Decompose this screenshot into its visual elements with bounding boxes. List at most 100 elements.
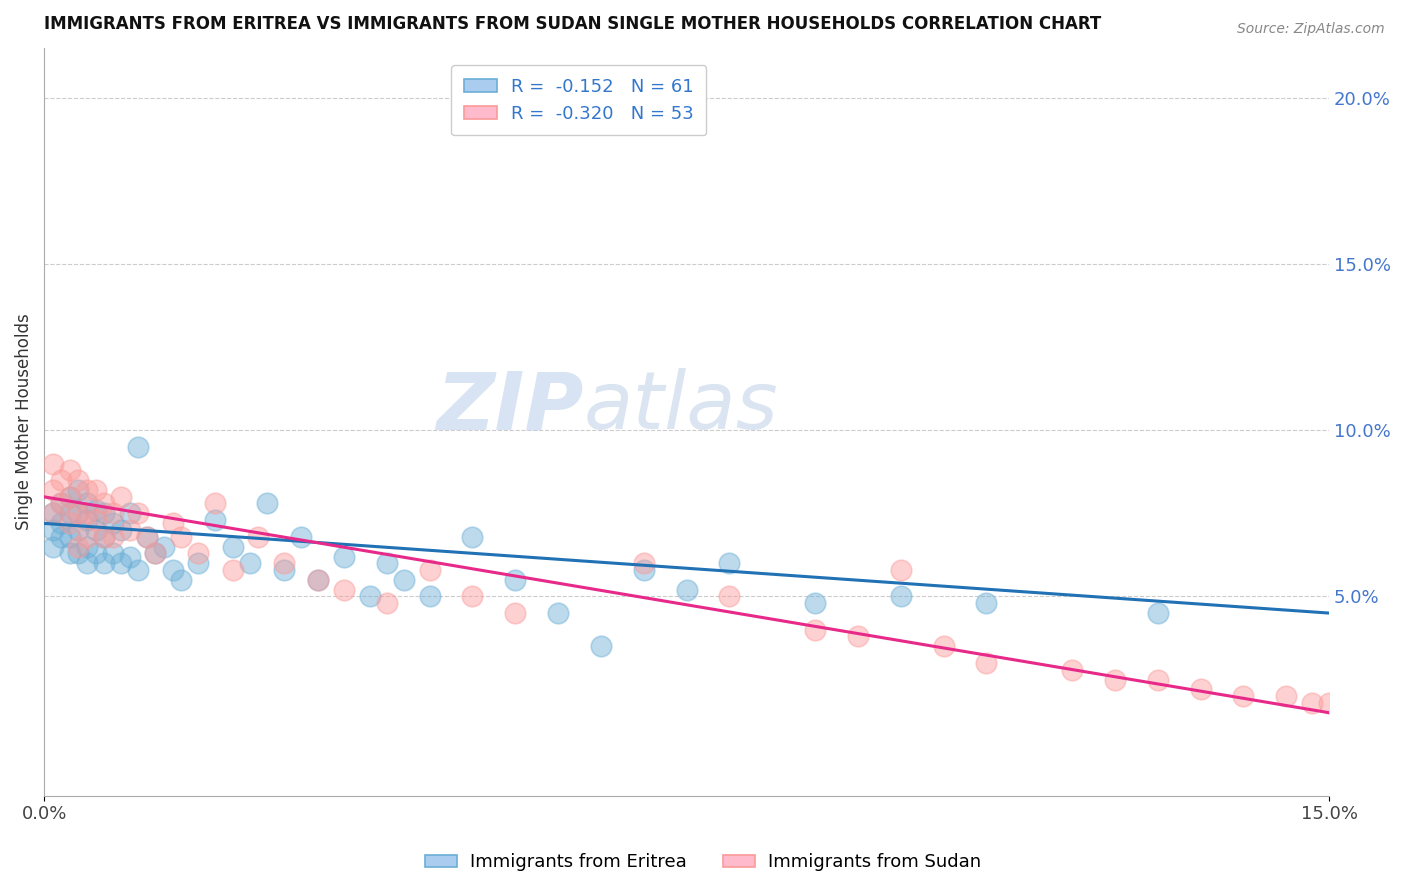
Text: atlas: atlas [583, 368, 779, 446]
Text: IMMIGRANTS FROM ERITREA VS IMMIGRANTS FROM SUDAN SINGLE MOTHER HOUSEHOLDS CORREL: IMMIGRANTS FROM ERITREA VS IMMIGRANTS FR… [44, 15, 1101, 33]
Point [1189, 682, 1212, 697]
Point [333, 549, 356, 564]
Point [84, 513, 107, 527]
Legend: R =  -0.152   N = 61, R =  -0.320   N = 53: R = -0.152 N = 61, R = -0.320 N = 53 [451, 65, 706, 136]
Point [145, 546, 167, 560]
Point [675, 582, 697, 597]
Point [1301, 696, 1323, 710]
Point [135, 530, 157, 544]
Point [170, 573, 193, 587]
Point [59, 490, 82, 504]
Point [84, 523, 107, 537]
Point [1317, 696, 1340, 710]
Point [127, 563, 149, 577]
Point [221, 563, 243, 577]
Legend: Immigrants from Eritrea, Immigrants from Sudan: Immigrants from Eritrea, Immigrants from… [418, 847, 988, 879]
Point [51, 530, 73, 544]
Point [170, 530, 193, 544]
Point [307, 573, 329, 587]
Point [51, 516, 73, 531]
Point [41, 507, 63, 521]
Point [503, 573, 526, 587]
Point [633, 563, 655, 577]
Point [110, 523, 132, 537]
Point [187, 546, 209, 560]
Point [67, 540, 90, 554]
Text: ZIP: ZIP [436, 368, 583, 446]
Point [221, 540, 243, 554]
Point [256, 496, 278, 510]
Point [84, 503, 107, 517]
Point [375, 556, 398, 570]
Point [419, 590, 441, 604]
Point [1232, 689, 1254, 703]
Point [67, 546, 90, 560]
Point [101, 530, 124, 544]
Point [41, 507, 63, 521]
Point [204, 513, 226, 527]
Point [67, 483, 90, 498]
Point [76, 507, 98, 521]
Point [375, 596, 398, 610]
Point [76, 513, 98, 527]
Point [118, 549, 141, 564]
Point [59, 507, 82, 521]
Point [846, 629, 869, 643]
Point [135, 530, 157, 544]
Point [110, 556, 132, 570]
Point [101, 516, 124, 531]
Point [67, 507, 90, 521]
Point [118, 523, 141, 537]
Point [41, 483, 63, 498]
Point [461, 590, 484, 604]
Point [51, 473, 73, 487]
Text: Source: ZipAtlas.com: Source: ZipAtlas.com [1237, 22, 1385, 37]
Point [76, 556, 98, 570]
Point [247, 530, 270, 544]
Point [127, 507, 149, 521]
Point [890, 563, 912, 577]
Point [93, 496, 115, 510]
Point [101, 507, 124, 521]
Point [76, 483, 98, 498]
Point [67, 523, 90, 537]
Point [41, 457, 63, 471]
Point [804, 596, 827, 610]
Point [333, 582, 356, 597]
Point [1062, 663, 1084, 677]
Point [59, 530, 82, 544]
Point [118, 507, 141, 521]
Point [718, 556, 741, 570]
Point [51, 496, 73, 510]
Point [93, 556, 115, 570]
Point [76, 496, 98, 510]
Point [59, 516, 82, 531]
Point [290, 530, 312, 544]
Point [93, 530, 115, 544]
Point [59, 463, 82, 477]
Point [41, 523, 63, 537]
Point [76, 530, 98, 544]
Point [307, 573, 329, 587]
Point [127, 440, 149, 454]
Point [162, 516, 184, 531]
Point [153, 540, 176, 554]
Point [461, 530, 484, 544]
Point [359, 590, 381, 604]
Point [84, 546, 107, 560]
Point [162, 563, 184, 577]
Point [59, 546, 82, 560]
Point [1146, 606, 1168, 620]
Point [145, 546, 167, 560]
Point [41, 540, 63, 554]
Point [718, 590, 741, 604]
Point [1146, 673, 1168, 687]
Point [67, 473, 90, 487]
Point [890, 590, 912, 604]
Point [51, 496, 73, 510]
Point [976, 656, 998, 670]
Point [419, 563, 441, 577]
Point [76, 540, 98, 554]
Point [503, 606, 526, 620]
Point [204, 496, 226, 510]
